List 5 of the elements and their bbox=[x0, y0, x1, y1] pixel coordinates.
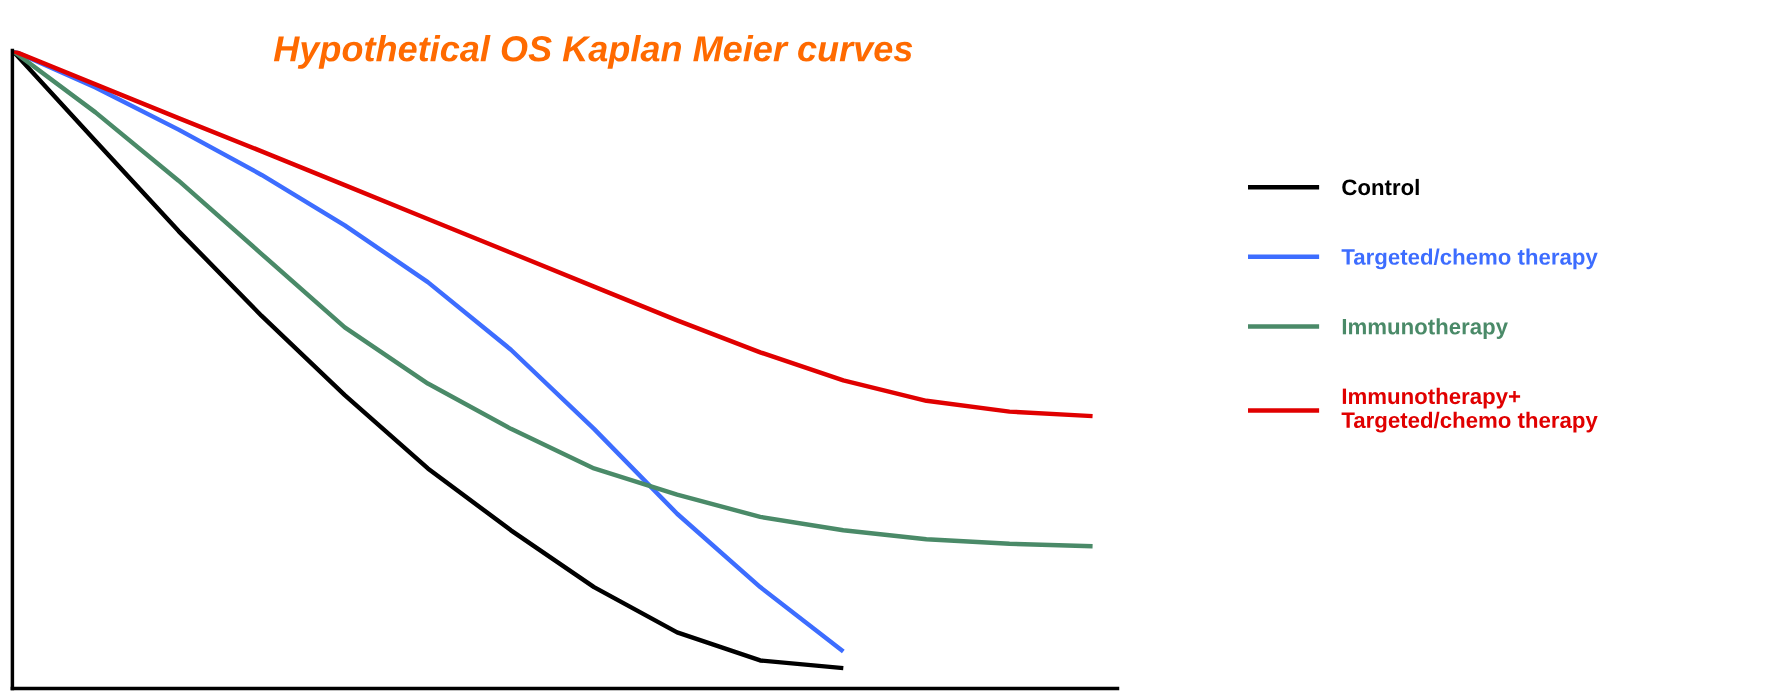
legend-label: Targeted/chemo therapy bbox=[1341, 248, 1598, 270]
legend-label: Immunotherapy bbox=[1342, 318, 1508, 339]
chart-title: Hypothetical OS Kaplan Meier curves bbox=[273, 35, 913, 69]
legend-label: Control bbox=[1342, 178, 1419, 196]
legend-label: Immunotherapy+ Targeted/chemo therapy bbox=[1341, 387, 1598, 433]
